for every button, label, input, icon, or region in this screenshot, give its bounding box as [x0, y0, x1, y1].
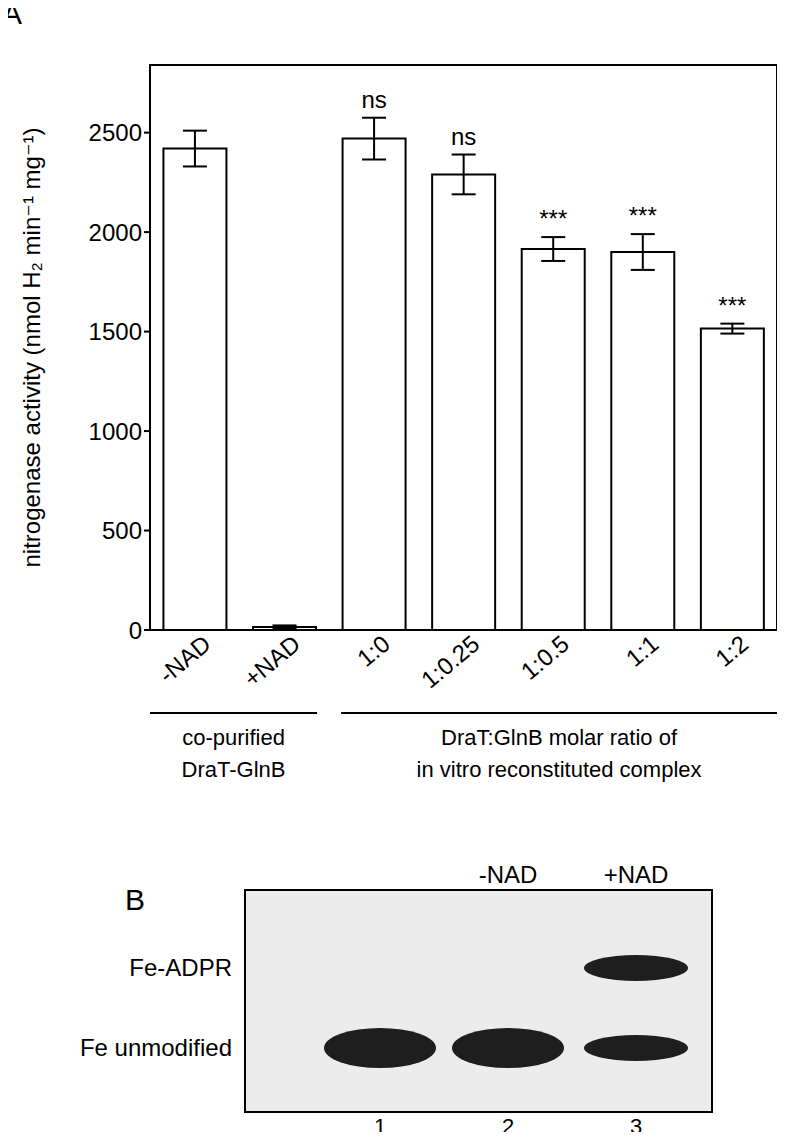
svg-text:-NAD: -NAD	[153, 630, 215, 688]
svg-text:2500: 2500	[89, 119, 142, 146]
svg-text:1:0.25: 1:0.25	[416, 630, 484, 694]
svg-text:1: 1	[374, 1114, 386, 1132]
svg-text:500: 500	[102, 517, 142, 544]
svg-text:***: ***	[629, 202, 657, 229]
svg-text:+NAD: +NAD	[238, 630, 305, 692]
svg-text:-NAD: -NAD	[479, 861, 538, 888]
svg-text:3: 3	[630, 1114, 642, 1132]
svg-text:0: 0	[129, 617, 142, 644]
svg-text:2000: 2000	[89, 219, 142, 246]
svg-text:nitrogenase activity (nmol H₂: nitrogenase activity (nmol H₂ min⁻¹ mg⁻¹…	[18, 127, 45, 567]
svg-text:1:0: 1:0	[352, 630, 395, 672]
svg-text:1000: 1000	[89, 418, 142, 445]
svg-text:in vitro reconstituted complex: in vitro reconstituted complex	[417, 757, 702, 782]
svg-text:1:1: 1:1	[621, 630, 664, 672]
svg-text:Fe-ADPR: Fe-ADPR	[129, 954, 232, 981]
svg-text:A: A	[8, 8, 22, 30]
svg-text:1500: 1500	[89, 318, 142, 345]
svg-text:***: ***	[718, 292, 746, 319]
svg-text:ns: ns	[451, 123, 476, 150]
svg-text:DraT-GlnB: DraT-GlnB	[182, 757, 286, 782]
svg-text:ns: ns	[361, 86, 386, 113]
svg-text:***: ***	[539, 205, 567, 232]
svg-text:DraT:GlnB molar ratio of: DraT:GlnB molar ratio of	[441, 725, 678, 750]
svg-text:Fe unmodified: Fe unmodified	[80, 1034, 232, 1061]
svg-text:1:2: 1:2	[710, 630, 753, 672]
svg-text:co-purified: co-purified	[182, 725, 285, 750]
svg-text:+NAD: +NAD	[604, 861, 669, 888]
svg-text:2: 2	[502, 1114, 514, 1132]
svg-text:B: B	[125, 883, 145, 916]
svg-text:1:0.5: 1:0.5	[516, 630, 574, 685]
